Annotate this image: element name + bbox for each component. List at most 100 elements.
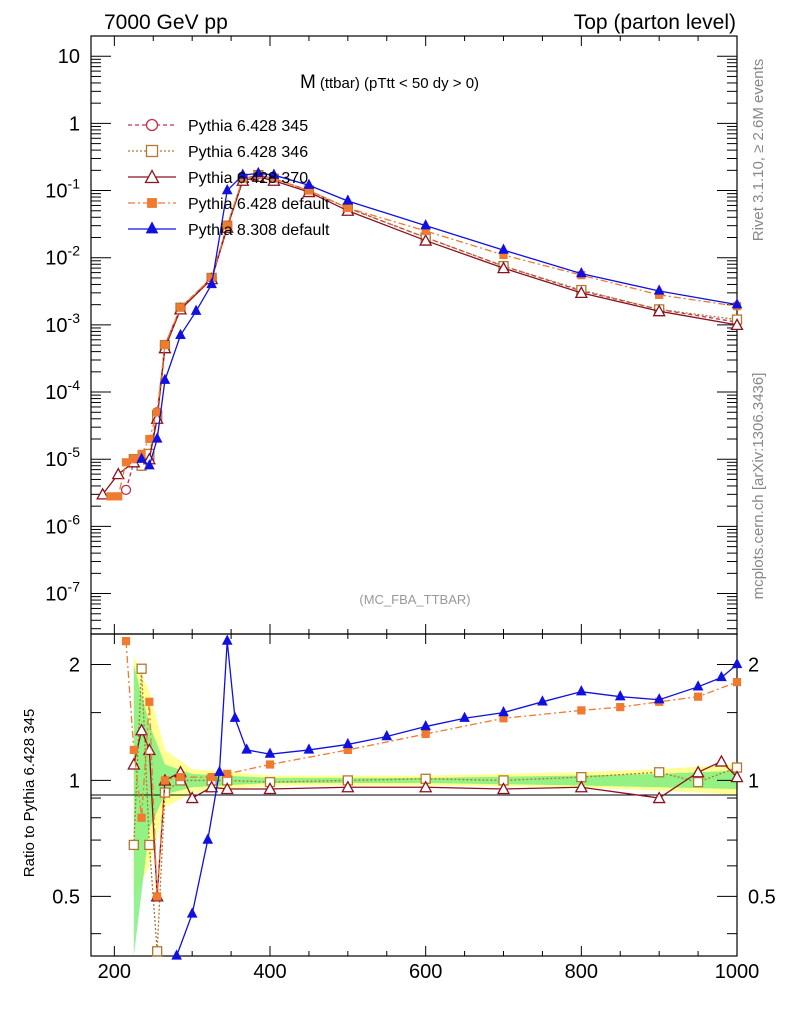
y-tick-exponent: -5	[68, 444, 81, 460]
marker-filled-square	[223, 221, 232, 230]
y-tick-label: 10-7	[45, 579, 80, 606]
marker-open-square	[654, 767, 665, 778]
marker-filled-triangle	[221, 183, 233, 195]
header-right-title: Top (parton level)	[574, 11, 736, 34]
marker-filled-triangle	[229, 711, 241, 722]
ratio-band	[133, 664, 737, 956]
marker-open-triangle	[220, 782, 234, 795]
x-tick-label: 400	[253, 961, 286, 983]
legend-label: Pythia 6.428 370	[188, 170, 308, 187]
marker-filled-square	[121, 637, 131, 646]
marker-open-triangle	[127, 757, 141, 770]
marker-filled-square	[223, 769, 232, 778]
ratio-y-tick-label-right: 0.5	[748, 886, 776, 908]
marker-filled-triangle	[653, 693, 665, 704]
marker-filled-triangle	[342, 737, 354, 749]
marker-filled-triangle	[653, 284, 665, 295]
marker-open-square	[576, 771, 587, 783]
marker-open-triangle	[419, 233, 433, 246]
series-line	[133, 728, 738, 897]
ratio-y-tick-label: 2	[69, 654, 80, 676]
analysis-tag: (MC_FBA_TTBAR)	[359, 592, 470, 607]
marker-filled-triangle	[731, 657, 743, 669]
marker-filled-triangle	[731, 298, 743, 309]
marker-filled-triangle	[186, 907, 198, 918]
legend-label: Pythia 6.428 345	[188, 118, 308, 135]
x-tick-label: 1000	[715, 961, 760, 983]
marker-filled-triangle	[159, 373, 171, 384]
marker-open-square	[145, 144, 159, 158]
marker-filled-square	[147, 198, 157, 208]
marker-filled-square	[577, 706, 586, 715]
y-tick-exponent: -4	[68, 377, 81, 393]
legend-label: Pythia 6.428 346	[188, 144, 308, 161]
marker-filled-triangle	[716, 670, 727, 682]
marker-filled-square	[145, 434, 154, 444]
marker-filled-triangle	[342, 194, 354, 205]
marker-open-triangle	[730, 318, 744, 331]
marker-open-square	[692, 776, 704, 788]
marker-filled-square	[145, 697, 154, 706]
marker-filled-square	[207, 773, 216, 782]
rivet-label: Rivet 3.1.10, ≥ 2.6M events	[750, 59, 767, 242]
ratio-bands	[133, 656, 737, 956]
marker-filled-square	[176, 303, 185, 312]
ratio-y-tick-label-right: 1	[748, 770, 759, 792]
marker-open-triangle	[205, 780, 219, 793]
marker-open-triangle	[144, 169, 160, 184]
marker-filled-triangle	[237, 168, 249, 179]
marker-open-circle	[120, 484, 132, 495]
marker-open-triangle	[730, 770, 744, 783]
marker-filled-triangle	[136, 452, 147, 463]
marker-filled-triangle	[264, 747, 276, 758]
y-tick-base: 10	[45, 248, 67, 270]
ratio-y-tick-label-right: 2	[748, 654, 759, 676]
y-tick-label: 10-3	[45, 310, 80, 337]
y-tick-label: 10-6	[45, 511, 80, 538]
marker-filled-square	[106, 492, 115, 501]
y-tick-exponent: -3	[68, 310, 81, 326]
ratio-series	[121, 634, 744, 960]
ratio-panel: 200 400 600 800 1000 0.5 0.5 1 1 2 2 Ratio to Pyth…	[21, 633, 776, 983]
plot-title-main: M	[300, 72, 316, 93]
marker-filled-square	[732, 678, 742, 687]
marker-filled-square	[114, 492, 123, 501]
series-line	[176, 641, 738, 957]
marker-filled-triangle	[420, 719, 431, 731]
marker-filled-triangle	[459, 711, 470, 722]
marker-open-triangle	[691, 765, 705, 778]
marker-filled-triangle	[498, 243, 509, 254]
y-tick-base: 10	[45, 584, 67, 606]
marker-filled-square	[160, 776, 170, 785]
marker-filled-square	[176, 773, 185, 782]
x-tick-label: 800	[565, 961, 598, 983]
y-tick-base: 10	[45, 315, 67, 337]
legend: Pythia 6.428 345 Pythia 6.428 346 Pythia 6…	[128, 118, 330, 239]
series-line	[133, 174, 738, 467]
ratio-y-tick-label: 1	[69, 770, 80, 792]
marker-filled-triangle	[144, 459, 155, 470]
marker-filled-triangle	[151, 432, 163, 443]
marker-open-triangle	[574, 780, 588, 793]
y-tick-label: 10-1	[45, 176, 80, 203]
ratio-axes: 200 400 600 800 1000 0.5 0.5 1 1 2 2	[52, 634, 776, 983]
series-line	[133, 668, 738, 952]
marker-filled-triangle	[537, 695, 548, 706]
marker-open-triangle	[652, 791, 666, 804]
marker-open-triangle	[574, 285, 588, 298]
marker-open-square	[128, 839, 139, 851]
marker-open-triangle	[111, 467, 125, 480]
marker-filled-square	[343, 203, 352, 213]
marker-open-square	[136, 663, 147, 674]
marker-filled-square	[265, 760, 275, 769]
ratio-y-tick-label: 0.5	[52, 886, 80, 908]
y-tick-base: 10	[45, 449, 67, 471]
marker-open-triangle	[652, 304, 666, 317]
marker-filled-triangle	[214, 765, 225, 776]
y-tick-base: 10	[45, 181, 67, 203]
marker-filled-triangle	[202, 833, 214, 844]
x-tick-label: 600	[409, 961, 442, 983]
marker-filled-square	[129, 745, 138, 755]
